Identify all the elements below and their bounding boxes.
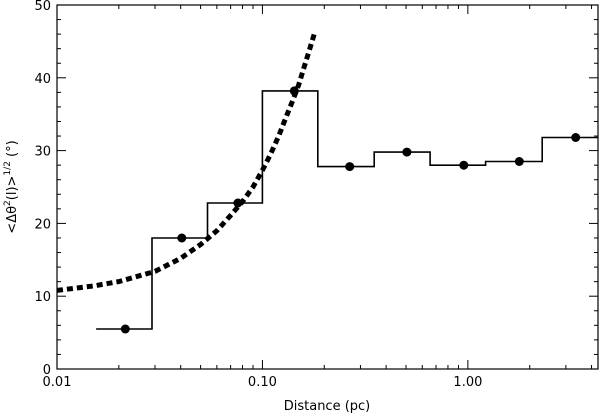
fit-curve-layer — [56, 31, 318, 293]
tick-labels-layer: 0.01 0.10 1.00 0 10 20 30 40 50 — [34, 0, 482, 390]
y-tick-label: 50 — [34, 0, 51, 14]
fit-curve — [56, 31, 318, 293]
points-layer — [120, 86, 581, 334]
y-axis-title-main: <Δθ — [5, 206, 20, 234]
x-axis-title: Distance (pc) — [284, 399, 371, 414]
y-axis-title: <Δθ2(l)>1/2 (°) — [3, 140, 20, 233]
x-tick-label: 1.00 — [453, 375, 482, 390]
y-tick-label: 10 — [34, 290, 51, 305]
y-tick-label: 40 — [34, 72, 51, 87]
x-tick-label: 0.10 — [248, 375, 277, 390]
data-point — [345, 162, 355, 172]
y-axis-title-mid: (l)> — [5, 176, 20, 201]
y-axis-title-exp2: 1/2 — [3, 161, 13, 175]
step-series — [96, 90, 598, 330]
y-tick-label: 0 — [43, 363, 51, 378]
data-point — [120, 324, 130, 334]
y-axis-title-unit: (°) — [5, 140, 20, 161]
data-point — [177, 233, 187, 243]
y-tick-label: 20 — [34, 217, 51, 232]
step-layer — [96, 90, 598, 330]
data-point — [459, 160, 469, 170]
data-point — [402, 147, 412, 157]
data-point — [571, 133, 581, 142]
y-tick-label: 30 — [34, 145, 51, 160]
ticks-layer — [56, 4, 598, 370]
y-axis-title-exp1: 2 — [3, 200, 13, 206]
x-tick-label: 0.01 — [43, 375, 72, 390]
plot-frame — [56, 4, 599, 370]
data-point — [514, 157, 524, 166]
data-point — [289, 86, 299, 96]
data-point — [233, 198, 243, 208]
